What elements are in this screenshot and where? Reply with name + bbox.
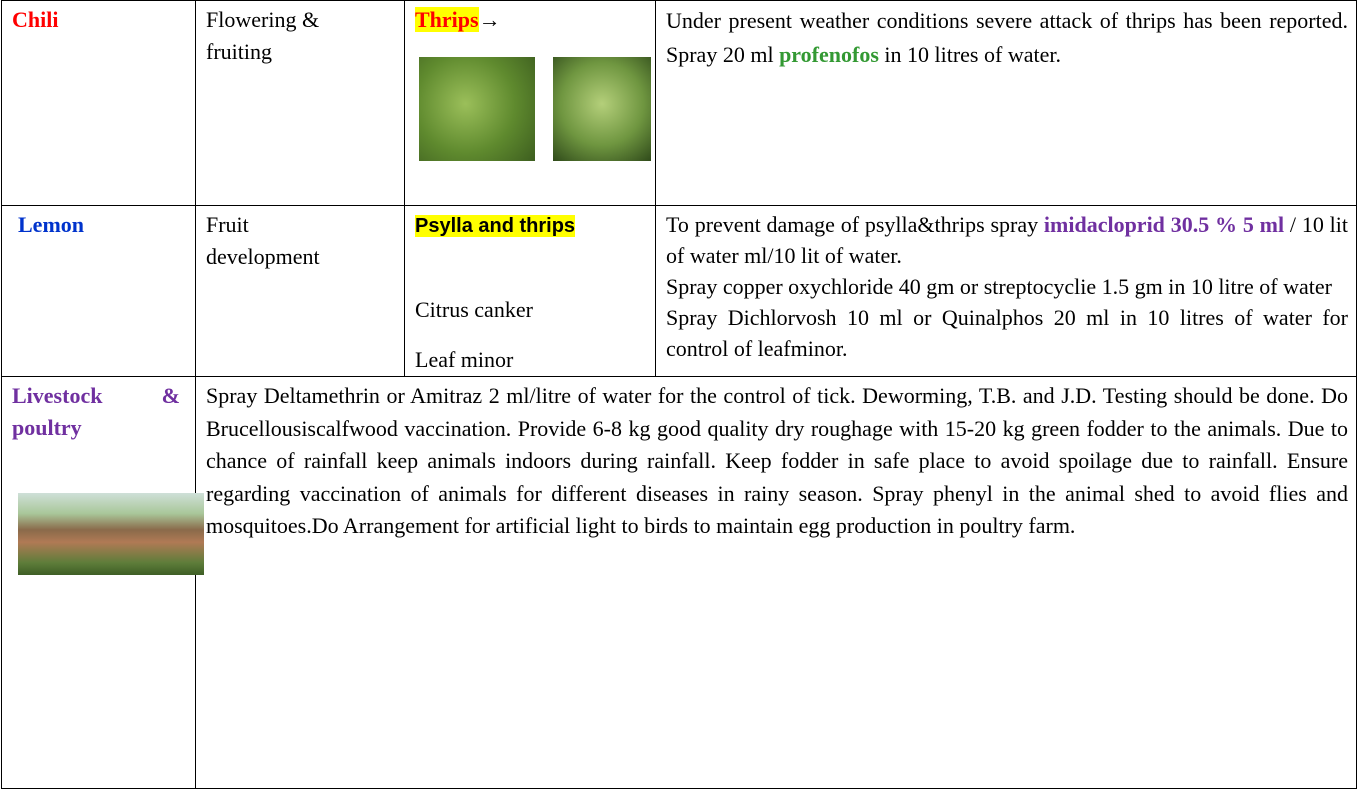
arrow: →	[479, 7, 501, 32]
cell: Psylla and thrips Citrus canker Leaf min…	[405, 206, 656, 377]
page: Chili Flowering & fruiting Thrips→ Under…	[0, 0, 1357, 779]
pest: Thrips	[415, 7, 479, 32]
cell: Chili	[2, 1, 196, 206]
cell: Lemon	[2, 206, 196, 377]
advice-text: To prevent damage of psylla&thrips spray	[666, 212, 1038, 237]
crop: Chili	[12, 7, 58, 32]
chemical: profenofos	[779, 42, 879, 67]
chemical: imidacloprid 30.5 % 5 ml	[1044, 212, 1284, 237]
advice: Spray Dichlorvosh 10 ml or Quinalphos 20…	[666, 302, 1348, 364]
cell: Under present weather conditions severe …	[656, 1, 1357, 206]
advice: Spray copper oxychloride 40 gm or strept…	[666, 271, 1348, 302]
crop: Livestock & poultry	[12, 380, 180, 444]
cell: Flowering & fruiting	[196, 1, 405, 206]
cell: To prevent damage of psylla&thrips spray…	[656, 206, 1357, 377]
livestock-image	[18, 493, 204, 575]
advice: in 10 litres of water.	[884, 42, 1061, 67]
pest: Citrus canker	[415, 294, 647, 326]
cell: Spray Deltamethrin or Amitraz 2 ml/litre…	[196, 377, 1357, 789]
row: Livestock & poultry Spray Deltamethrin o…	[2, 377, 1357, 789]
pest: Psylla and thrips	[415, 215, 575, 237]
pest-block: Psylla and thrips	[415, 209, 647, 242]
crop: Lemon	[18, 212, 84, 237]
advice: Spray Deltamethrin or Amitraz 2 ml/litre…	[206, 383, 1348, 538]
stage: Flowering & fruiting	[206, 4, 356, 68]
cell: Livestock & poultry	[2, 377, 196, 789]
cell: Thrips→	[405, 1, 656, 206]
stage: Fruit development	[206, 209, 356, 273]
thrips-image	[553, 57, 651, 161]
thrips-image	[419, 57, 535, 161]
advisory-table: Chili Flowering & fruiting Thrips→ Under…	[1, 0, 1357, 789]
advice: To prevent damage of psylla&thrips spray…	[666, 209, 1348, 271]
row: Chili Flowering & fruiting Thrips→ Under…	[2, 1, 1357, 206]
pest: Leaf minor	[415, 344, 647, 376]
row: Lemon Fruit development Psylla and thrip…	[2, 206, 1357, 377]
cell: Fruit development	[196, 206, 405, 377]
